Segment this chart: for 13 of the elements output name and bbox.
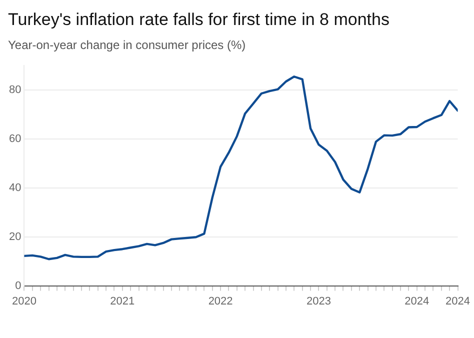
y-tick-label: 40: [8, 182, 22, 194]
chart-title: Turkey's inflation rate falls for first time in 8 months: [8, 10, 390, 30]
y-tick-label: 60: [8, 133, 22, 146]
x-tick-label: 2022: [208, 295, 233, 308]
y-tick-label: 20: [8, 230, 22, 243]
x-tick-label: 2020: [12, 295, 36, 308]
x-tick-label: 2024: [446, 295, 470, 308]
x-tick-label: 2024: [404, 295, 430, 308]
y-tick-label: 80: [8, 84, 22, 96]
x-tick-label: 2023: [306, 295, 331, 308]
y-tick-label: 0: [15, 280, 22, 292]
x-tick-label: 2021: [110, 295, 135, 308]
chart-subtitle: Year-on-year change in consumer prices (%): [8, 38, 246, 52]
